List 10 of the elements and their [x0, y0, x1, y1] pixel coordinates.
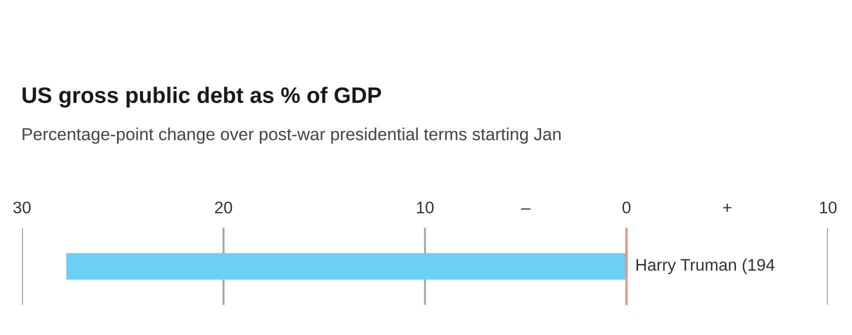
text: –	[521, 208, 530, 210]
x-tick-label: 10	[820, 202, 837, 214]
chart-title: US gross public debt as % of GDP	[22, 86, 382, 108]
chart-subtitle: Percentage-point change over post-war presidential terms starting Jan	[22, 128, 561, 144]
y-tick-label: Harry Truman (194	[636, 258, 775, 274]
x-tick-label: 10	[417, 202, 434, 214]
x-tick-label: 30	[13, 202, 31, 214]
text: +	[723, 204, 732, 212]
x-tick-label: 20	[215, 202, 232, 214]
x-tick-label: 0	[622, 202, 630, 214]
